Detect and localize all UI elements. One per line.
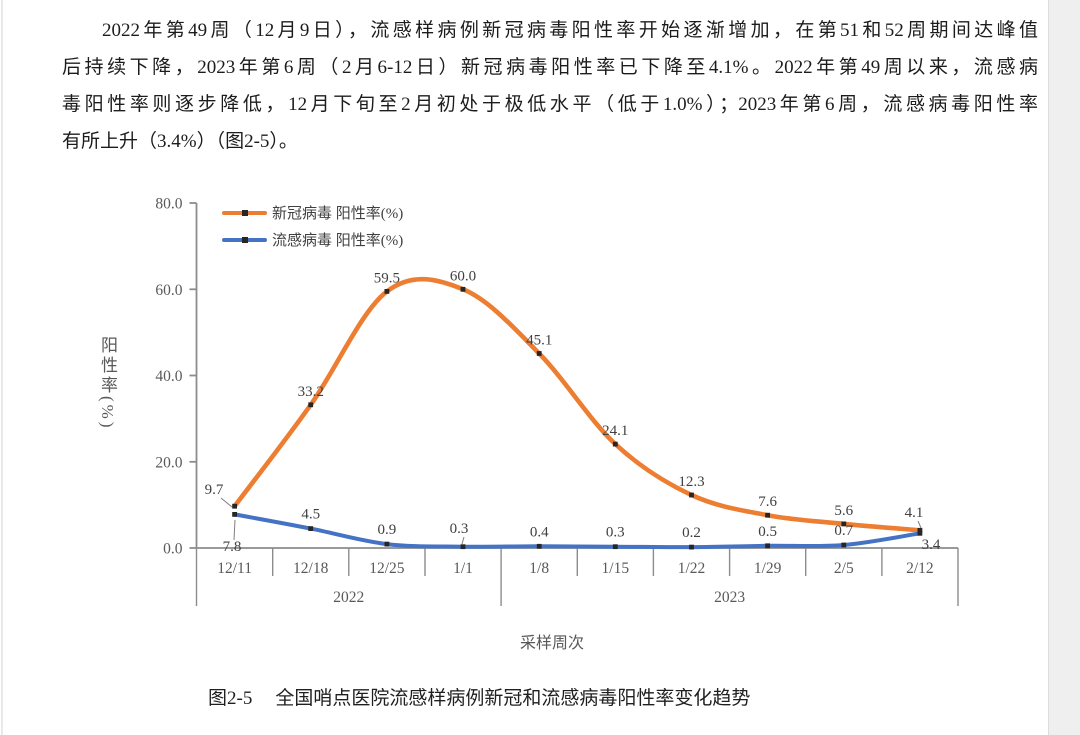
- label-leader-line: [461, 536, 465, 545]
- covid-point-marker: [841, 521, 847, 527]
- flu-point-marker: [460, 544, 466, 550]
- x-category-label: 1/1: [453, 560, 473, 577]
- flu-point-marker: [536, 543, 542, 549]
- figure-caption: 图2-5 全国哨点医院流感样病例新冠和流感病毒阳性率变化趋势: [208, 683, 750, 710]
- paragraph-line: 后持续下降，2023年第6周（2月6-12日）新冠病毒阳性率已下降至4.1%。2…: [62, 57, 1038, 78]
- paragraph-line: 有所上升（3.4%）（图2-5）。: [62, 131, 298, 152]
- flu-point-marker: [689, 544, 694, 550]
- legend-line-icon: [222, 209, 267, 216]
- paragraph-line: 毒阳性率则逐步降低，12月下旬至2月初处于极低水平（低于1.0%）；2023年第…: [62, 94, 1038, 115]
- page-left-edge: [1, 0, 3, 735]
- label-leader-line: [220, 497, 233, 508]
- data-label: 7.8: [223, 539, 242, 555]
- x-category-label: 12/18: [293, 560, 329, 577]
- y-tick-label: 20.0: [155, 454, 182, 471]
- intro-paragraph: 2022年第49周（12月9日），流感样病例新冠病毒阳性率开始逐渐增加，在第51…: [62, 12, 1038, 160]
- legend-marker-icon: [241, 209, 248, 216]
- data-label: 33.2: [298, 384, 324, 400]
- covid-point-marker: [612, 441, 618, 447]
- data-label: 12.3: [678, 474, 704, 490]
- x-axis-title: 采样周次: [519, 635, 584, 652]
- data-label: 0.3: [450, 521, 469, 537]
- data-label: 7.6: [758, 494, 777, 510]
- x-category-label: 2/12: [906, 560, 934, 577]
- covid-point-marker: [232, 503, 237, 509]
- data-label: 5.6: [834, 503, 853, 519]
- flu-point-marker: [841, 542, 847, 548]
- x-category-label: 1/15: [602, 560, 630, 577]
- legend-label: 流感病毒 阳性率(%): [272, 233, 404, 249]
- data-label: 0.4: [530, 524, 549, 540]
- covid-point-marker: [460, 286, 466, 292]
- data-label: 0.3: [606, 525, 625, 541]
- flu-point-marker: [308, 526, 314, 531]
- data-label: 9.7: [205, 482, 224, 498]
- covid-point-marker: [536, 351, 542, 356]
- chart-legend: 新冠病毒 阳性率(%) 流感病毒 阳性率(%): [222, 199, 403, 253]
- x-category-label: 12/25: [369, 560, 405, 577]
- x-category-label: 1/8: [529, 560, 549, 577]
- flu-series-line: [232, 512, 922, 550]
- data-label: 59.5: [374, 270, 400, 286]
- covid-series-line: [232, 276, 923, 533]
- legend-label: 新冠病毒 阳性率(%): [272, 206, 404, 222]
- data-label: 4.5: [301, 507, 320, 523]
- y-tick-label: 40.0: [155, 368, 182, 385]
- flu-point-marker: [612, 544, 618, 550]
- data-label: 0.2: [682, 525, 701, 541]
- legend-line-icon: [222, 236, 267, 243]
- flu-point-marker: [232, 512, 237, 517]
- x-category-label: 1/29: [754, 560, 782, 577]
- data-label: 4.1: [905, 505, 924, 521]
- x-category-label: 1/22: [678, 560, 706, 577]
- x-category-label: 2/5: [834, 560, 854, 577]
- data-label: 45.1: [526, 333, 552, 349]
- paragraph-line: 2022年第49周（12月9日），流感样病例新冠病毒阳性率开始逐渐增加，在第51…: [102, 20, 1038, 41]
- data-label: 0.7: [834, 523, 853, 539]
- y-tick-label: 60.0: [155, 282, 182, 299]
- flu-point-marker: [765, 543, 770, 549]
- label-leader-line: [917, 520, 922, 529]
- data-label: 0.5: [758, 524, 777, 540]
- y-tick-label: 0.0: [163, 541, 183, 558]
- covid-point-marker: [689, 492, 694, 498]
- flu-point-marker: [917, 530, 923, 536]
- flu-point-marker: [384, 541, 390, 547]
- data-label: 24.1: [602, 423, 628, 439]
- covid-point-marker: [384, 289, 390, 294]
- y-axis-title: 阳性率(%): [98, 336, 117, 431]
- page-right-margin: [1048, 0, 1080, 735]
- year-label: 2023: [714, 589, 745, 606]
- year-label: 2022: [333, 589, 364, 606]
- data-label: 60.0: [450, 268, 476, 284]
- legend-marker-icon: [241, 236, 248, 243]
- covid-point-marker: [765, 512, 770, 518]
- caption-title: 全国哨点医院流感样病例新冠和流感病毒阳性率变化趋势: [275, 688, 751, 709]
- y-tick-label: 80.0: [155, 196, 182, 213]
- legend-item-covid: 新冠病毒 阳性率(%): [222, 199, 403, 226]
- label-leader-line: [233, 519, 236, 541]
- data-label: 0.9: [378, 522, 397, 538]
- data-label: 3.4: [922, 537, 941, 553]
- caption-label: 图2-5: [208, 688, 253, 709]
- legend-item-flu: 流感病毒 阳性率(%): [222, 226, 403, 253]
- covid-point-marker: [308, 402, 314, 408]
- covid-point-marker: [917, 527, 923, 533]
- x-category-label: 12/11: [217, 560, 252, 577]
